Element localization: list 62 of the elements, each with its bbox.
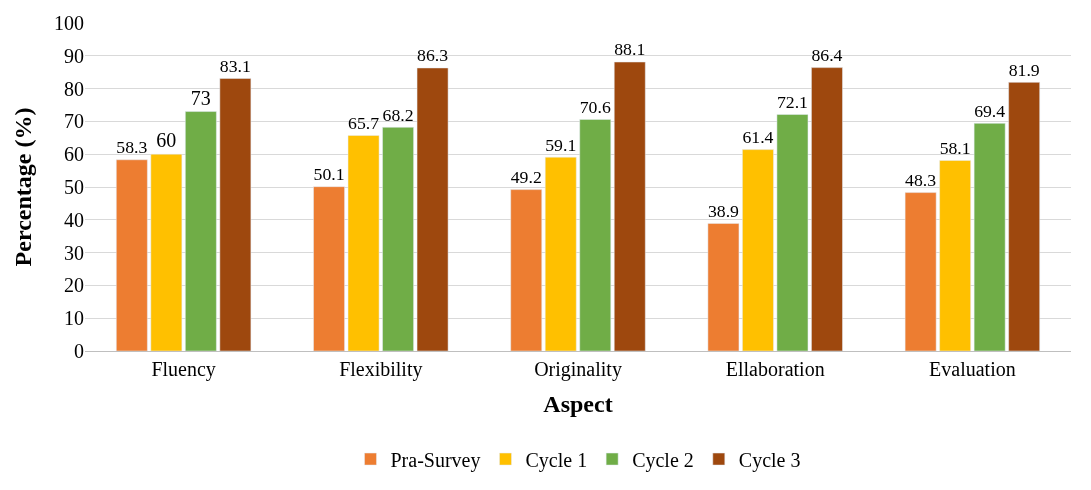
legend-label: Cycle 1 xyxy=(525,448,588,472)
y-tick-label: 40 xyxy=(64,208,84,231)
bar xyxy=(510,189,543,351)
data-label: 49.2 xyxy=(510,167,542,188)
y-tick-label: 30 xyxy=(64,241,84,264)
data-label: 58.1 xyxy=(939,137,971,158)
legend-label: Cycle 2 xyxy=(632,448,694,472)
data-label: 61.4 xyxy=(742,127,774,148)
bar xyxy=(776,114,809,351)
y-tick-label: 80 xyxy=(64,77,84,100)
bar xyxy=(382,127,414,351)
bar xyxy=(116,159,148,351)
x-tick-label: Flexibility xyxy=(339,358,423,381)
x-tick-label: Evaluation xyxy=(929,358,1016,380)
bar xyxy=(939,160,971,351)
y-tick-label: 20 xyxy=(64,274,84,297)
data-label: 48.3 xyxy=(905,170,937,191)
data-label: 60 xyxy=(156,129,177,152)
bar xyxy=(904,192,937,351)
data-label: 81.9 xyxy=(1008,59,1040,80)
bar xyxy=(347,135,380,351)
x-tick-label: Fluency xyxy=(151,358,216,381)
bar xyxy=(219,78,252,351)
x-tick-label: Ellaboration xyxy=(725,358,825,380)
bar xyxy=(579,119,612,351)
y-tick-label: 60 xyxy=(64,143,84,166)
y-tick-label: 100 xyxy=(54,12,84,34)
legend-label: Cycle 3 xyxy=(738,448,801,472)
bar xyxy=(313,186,345,351)
data-label: 69.4 xyxy=(974,100,1006,121)
x-tick-label: Originality xyxy=(534,358,622,381)
bar xyxy=(811,67,843,351)
data-label: 58.3 xyxy=(116,137,148,158)
bar xyxy=(150,153,183,351)
data-label: 72.1 xyxy=(776,91,808,112)
y-tick-label: 0 xyxy=(74,340,84,362)
bar xyxy=(973,123,1006,351)
y-axis-title: Percentage (%) xyxy=(10,107,37,267)
data-label: 68.2 xyxy=(382,104,414,125)
data-label: 83.1 xyxy=(219,55,251,76)
y-tick-label: 10 xyxy=(64,307,84,330)
bar xyxy=(1008,82,1040,351)
data-label: 50.1 xyxy=(313,164,345,185)
y-tick-label: 50 xyxy=(64,176,84,198)
bar xyxy=(707,223,740,351)
data-label: 38.9 xyxy=(707,200,740,221)
bar xyxy=(185,111,217,351)
data-label: 88.1 xyxy=(614,39,646,60)
data-label: 73 xyxy=(190,86,211,109)
x-axis-title: Aspect xyxy=(543,391,613,418)
y-tick-label: 70 xyxy=(64,110,84,133)
bar xyxy=(613,61,646,351)
data-label: 70.6 xyxy=(579,96,611,117)
data-label: 86.4 xyxy=(811,45,843,66)
y-tick-label: 90 xyxy=(64,44,84,67)
data-label: 65.7 xyxy=(348,112,380,133)
bar xyxy=(742,149,774,351)
data-label: 59.1 xyxy=(545,134,577,155)
legend-label: Pra-Survey xyxy=(390,448,481,472)
bar xyxy=(416,67,449,351)
bar xyxy=(544,156,577,351)
data-label: 86.3 xyxy=(417,45,449,66)
